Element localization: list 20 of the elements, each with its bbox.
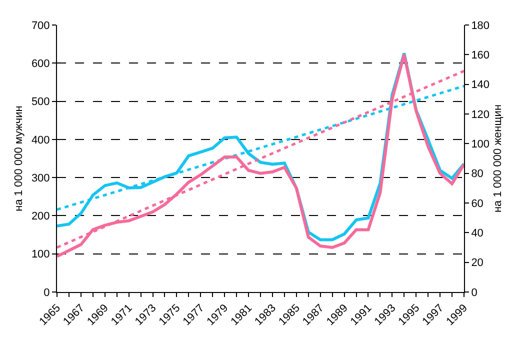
y2-tick-label: 140 — [471, 79, 490, 92]
y-tick-label: 600 — [31, 58, 50, 70]
y-axis-title: на 1 000 000 мужчин — [13, 106, 26, 212]
y2-tick-label: 60 — [471, 198, 484, 210]
y2-tick-label: 180 — [471, 20, 490, 32]
y-tick-label: 0 — [44, 286, 50, 299]
y2-tick-label: 40 — [471, 228, 484, 240]
y-tick-label: 200 — [31, 210, 50, 223]
y-tick-label: 100 — [31, 248, 50, 261]
y2-tick-label: 120 — [471, 108, 490, 121]
y2-tick-label: 100 — [471, 138, 490, 151]
y2-tick-label: 20 — [471, 257, 484, 270]
y-tick-label: 400 — [31, 134, 50, 146]
y2-tick-label: 80 — [471, 168, 484, 180]
y2-tick-label: 0 — [471, 286, 478, 299]
y-tick-label: 700 — [31, 20, 50, 32]
y-tick-label: 500 — [31, 96, 50, 108]
y-tick-label: 300 — [31, 172, 50, 184]
y2-tick-label: 160 — [471, 50, 490, 62]
y2-axis-title: на 1 000 000 женщин — [492, 104, 504, 213]
